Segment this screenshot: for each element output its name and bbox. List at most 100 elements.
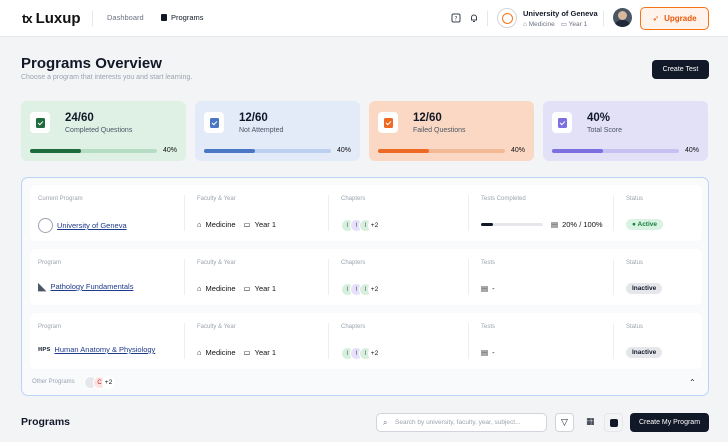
progress-track [552,149,679,153]
column-divider [468,323,469,359]
nav-programs[interactable]: Programs [161,13,204,22]
chevron-up-icon[interactable]: ⌃ [689,378,696,387]
chapters-more: +2 [368,219,381,232]
calendar-icon: ▭ [560,21,567,28]
program-cell: ◣ Pathology Fundamentals [38,280,133,293]
tests-head: Tests [481,260,496,266]
stat-label: Total Score [587,127,623,134]
page-title: Programs Overview [21,55,162,72]
faculty-cell: ⌂ Medicine ▭ Year 1 [197,348,276,357]
document-icon: ▤ [481,284,489,293]
nav-divider [92,11,93,26]
program-head: Program [38,260,62,266]
tests-cell: ▤ 20% / 100% [481,220,603,229]
graduation-cap-icon: ⌂ [523,20,527,28]
program-head: Current Program [38,196,83,202]
column-divider [184,323,185,359]
tests-head: Tests Completed [481,196,526,202]
user-meta: ⌂ Medicine ▭ Year 1 [523,20,587,29]
graduation-cap-icon: ⌂ [197,284,202,293]
brand-mark: tx [22,11,33,26]
stat-value: 12/60 [413,112,442,124]
list-view-button[interactable] [604,413,623,432]
column-divider [184,195,185,231]
search-placeholder: Search by university, faculty, year, sub… [395,419,521,426]
clipboard-x-icon [378,112,398,133]
tests-progress-track [481,222,543,227]
other-programs-avatars[interactable]: C +2 [84,376,115,389]
programs-section-title: Programs [21,416,71,428]
stat-label: Completed Questions [65,127,133,134]
grid-view-button[interactable]: ▦ [581,413,600,432]
stat-percent: 40% [162,147,177,154]
program-row[interactable]: Current Program University of Geneva Fac… [30,185,702,241]
faculty-head: Faculty & Year [197,196,236,202]
program-cell: University of Geneva [38,218,127,233]
document-icon: ▤ [551,220,559,229]
faculty-cell: ⌂ Medicine ▭ Year 1 [197,284,276,293]
program-row[interactable]: Program ◣ Pathology Fundamentals Faculty… [30,249,702,305]
calendar-icon: ▭ [243,220,251,229]
rocket-icon: ➶ [652,14,660,23]
column-divider [613,259,614,295]
status-head: Status [626,196,644,202]
year-value: Year 1 [254,348,277,357]
stat-card-not-attempted: 12/60 Not Attempted 40% [195,101,360,161]
column-divider [328,259,329,295]
year-value: Year 1 [254,220,277,229]
bell-icon[interactable] [469,13,479,23]
progress-track [378,149,505,153]
column-divider [328,323,329,359]
brand-name: Luxup [35,10,81,27]
graduation-cap-icon: ⌂ [197,348,202,357]
program-link[interactable]: Human Anatomy & Physiology [54,345,156,354]
tests-value: - [492,284,495,293]
column-divider [184,259,185,295]
nav-dashboard[interactable]: Dashboard [107,13,144,22]
stat-percent: 40% [336,147,351,154]
progress-fill [30,149,81,153]
upgrade-button[interactable]: ➶ Upgrade [640,7,709,30]
status-badge: ● Active [626,219,664,230]
stat-card-completed: 24/60 Completed Questions 40% [21,101,186,161]
user-faculty: Medicine [528,20,555,28]
user-year: Year 1 [568,21,588,28]
clipboard-icon [204,112,224,133]
clipboard-check-icon [30,112,50,133]
page-subtitle: Choose a program that interests you and … [21,74,193,81]
program-row[interactable]: Program ʜᴘs Human Anatomy & Physiology F… [30,313,702,369]
column-divider [613,195,614,231]
stat-label: Failed Questions [413,127,466,134]
svg-text:?: ? [454,16,457,23]
year-value: Year 1 [254,284,277,293]
tests-head: Tests [481,324,496,330]
create-my-program-button[interactable]: Create My Program [630,413,709,432]
filter-icon: ▽ [561,417,568,427]
tests-progress-fill [481,222,494,227]
brand-logo[interactable]: tx Luxup [22,10,81,27]
pathology-logo-icon: ◣ [38,281,47,293]
status-head: Status [626,324,644,330]
user-university: University of Geneva [523,9,598,18]
progress-track [30,149,157,153]
chapters-more: +2 [368,347,381,360]
upgrade-label: Upgrade [664,14,697,23]
column-divider [468,259,469,295]
create-test-button[interactable]: Create Test [652,60,709,79]
search-input[interactable]: ⌕ Search by university, faculty, year, s… [376,413,547,432]
program-link[interactable]: Pathology Fundamentals [50,282,134,291]
avatar[interactable] [613,8,632,27]
search-icon: ⌕ [383,418,388,427]
help-icon[interactable]: ? [451,13,461,23]
chapters-more: +2 [368,283,381,296]
column-divider [328,195,329,231]
hps-logo-icon: ʜᴘs [38,346,51,353]
stat-card-failed: 12/60 Failed Questions 40% [369,101,534,161]
status-badge: Inactive [626,347,663,358]
filter-button[interactable]: ▽ [555,413,574,432]
year-meta: ▭ Year 1 [561,20,587,28]
program-link[interactable]: University of Geneva [57,221,127,230]
tests-cell: ▤ - [481,348,495,357]
other-programs-label: Other Programs [32,379,75,385]
stat-value: 12/60 [239,112,268,124]
